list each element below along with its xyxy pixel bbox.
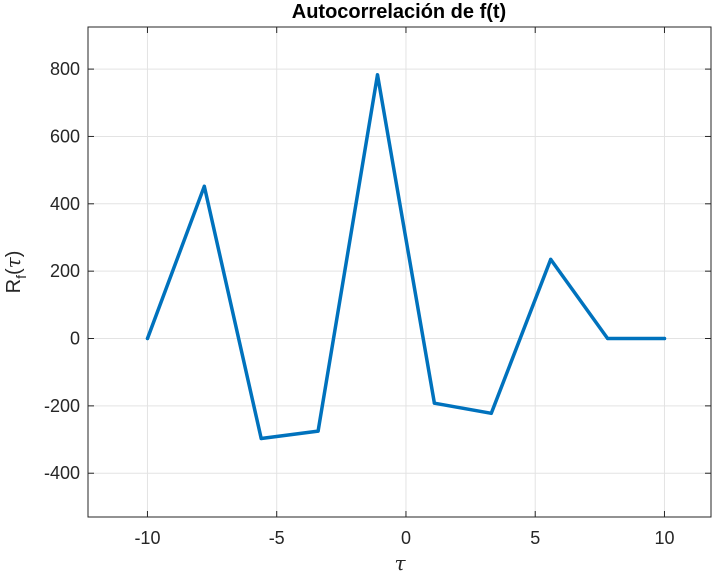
x-tick-label: -5 [269,528,285,548]
y-tick-label: 600 [50,126,80,146]
data-point [662,336,667,341]
y-tick-label: 200 [50,261,80,281]
x-tick-label: -10 [134,528,160,548]
y-tick-label: 400 [50,194,80,214]
autocorrelation-series-line [145,73,667,441]
data-point [432,401,436,405]
plot-frame [87,26,712,518]
chart-title: Autocorrelación de f(t) [292,1,506,23]
x-tick-label: 0 [401,528,411,548]
y-tick-label: -200 [44,396,80,416]
y-axis-label-var: τ [1,256,25,268]
data-point [259,436,263,441]
data-point [202,184,206,188]
x-tick-labels: -10 -5 0 5 10 [134,528,674,548]
data-point [145,336,150,341]
plot-background [88,27,711,517]
x-axis-label: τ [394,551,406,574]
y-tick-labels: -400 -200 0 200 400 600 800 [44,59,80,483]
data-point [489,411,493,415]
y-axis-label-base: R [3,279,25,293]
y-axis-label: Rf(τ) [1,251,29,294]
x-tick-label: 10 [654,528,674,548]
series-layer [145,73,667,441]
y-tick-label: -400 [44,463,80,483]
y-tick-label: 800 [50,59,80,79]
data-point [375,73,380,77]
y-axis-label-close: ) [3,251,25,258]
data-point [316,429,320,433]
y-axis-label-sub: f [13,275,29,279]
data-point [605,336,610,341]
x-tick-label: 5 [530,528,540,548]
y-axis-label-open: ( [3,268,25,275]
y-tick-label: 0 [70,329,80,349]
data-point [549,257,553,261]
